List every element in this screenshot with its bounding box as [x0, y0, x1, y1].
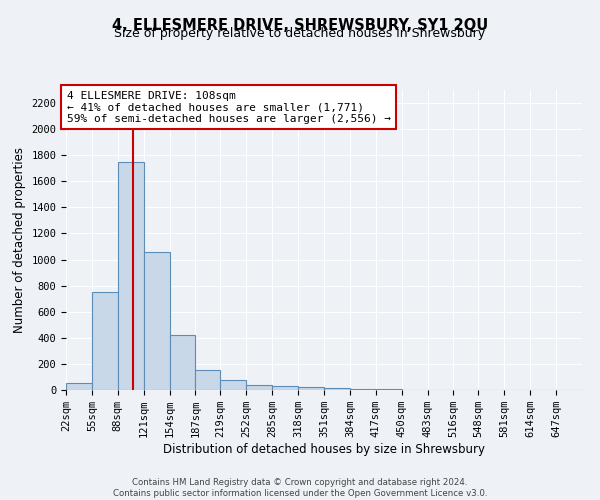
Bar [376, 389, 401, 390]
Bar [170, 335, 196, 390]
Bar [92, 292, 118, 390]
Bar [66, 384, 92, 390]
Bar [196, 370, 220, 390]
Y-axis label: Number of detached properties: Number of detached properties [13, 147, 26, 333]
Bar [118, 162, 143, 390]
Bar [272, 386, 298, 390]
Text: Size of property relative to detached houses in Shrewsbury: Size of property relative to detached ho… [115, 28, 485, 40]
Bar [247, 384, 272, 390]
Bar [324, 388, 350, 390]
Bar [220, 380, 247, 390]
Bar [350, 388, 376, 390]
Text: 4, ELLESMERE DRIVE, SHREWSBURY, SY1 2QU: 4, ELLESMERE DRIVE, SHREWSBURY, SY1 2QU [112, 18, 488, 32]
Text: Contains HM Land Registry data © Crown copyright and database right 2024.
Contai: Contains HM Land Registry data © Crown c… [113, 478, 487, 498]
Bar [298, 387, 324, 390]
Text: 4 ELLESMERE DRIVE: 108sqm
← 41% of detached houses are smaller (1,771)
59% of se: 4 ELLESMERE DRIVE: 108sqm ← 41% of detac… [67, 90, 391, 124]
X-axis label: Distribution of detached houses by size in Shrewsbury: Distribution of detached houses by size … [163, 443, 485, 456]
Bar [143, 252, 170, 390]
